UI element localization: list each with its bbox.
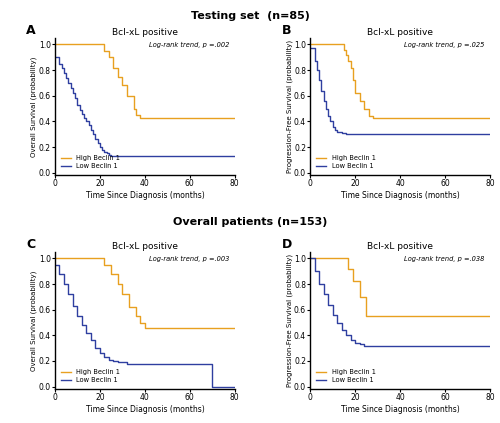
Y-axis label: Progression-Free Survival (probability): Progression-Free Survival (probability) [286, 254, 292, 387]
Title: Bcl-xL positive: Bcl-xL positive [112, 242, 178, 251]
Text: Log-rank trend, p =.003: Log-rank trend, p =.003 [149, 256, 230, 262]
X-axis label: Time Since Diagnosis (months): Time Since Diagnosis (months) [340, 405, 460, 414]
X-axis label: Time Since Diagnosis (months): Time Since Diagnosis (months) [340, 191, 460, 200]
Legend: High Beclin 1, Low Beclin 1: High Beclin 1, Low Beclin 1 [314, 366, 378, 386]
Y-axis label: Progression-Free Survival (probability): Progression-Free Survival (probability) [286, 40, 292, 173]
Text: A: A [26, 25, 36, 37]
Text: C: C [26, 238, 36, 251]
Y-axis label: Overall Survival (probability): Overall Survival (probability) [31, 270, 38, 371]
Text: Overall patients (n=153): Overall patients (n=153) [173, 217, 327, 227]
Text: Log-rank trend, p =.025: Log-rank trend, p =.025 [404, 42, 484, 48]
Title: Bcl-xL positive: Bcl-xL positive [367, 242, 433, 251]
X-axis label: Time Since Diagnosis (months): Time Since Diagnosis (months) [86, 405, 204, 414]
Y-axis label: Overall Survival (probability): Overall Survival (probability) [31, 56, 38, 157]
Text: Log-rank trend, p =.002: Log-rank trend, p =.002 [149, 42, 230, 48]
Title: Bcl-xL positive: Bcl-xL positive [367, 28, 433, 37]
X-axis label: Time Since Diagnosis (months): Time Since Diagnosis (months) [86, 191, 204, 200]
Title: Bcl-xL positive: Bcl-xL positive [112, 28, 178, 37]
Text: Testing set  (n=85): Testing set (n=85) [190, 11, 310, 21]
Text: D: D [282, 238, 292, 251]
Legend: High Beclin 1, Low Beclin 1: High Beclin 1, Low Beclin 1 [314, 153, 378, 172]
Legend: High Beclin 1, Low Beclin 1: High Beclin 1, Low Beclin 1 [58, 153, 123, 172]
Text: B: B [282, 25, 291, 37]
Legend: High Beclin 1, Low Beclin 1: High Beclin 1, Low Beclin 1 [58, 366, 123, 386]
Text: Log-rank trend, p =.038: Log-rank trend, p =.038 [404, 256, 484, 262]
